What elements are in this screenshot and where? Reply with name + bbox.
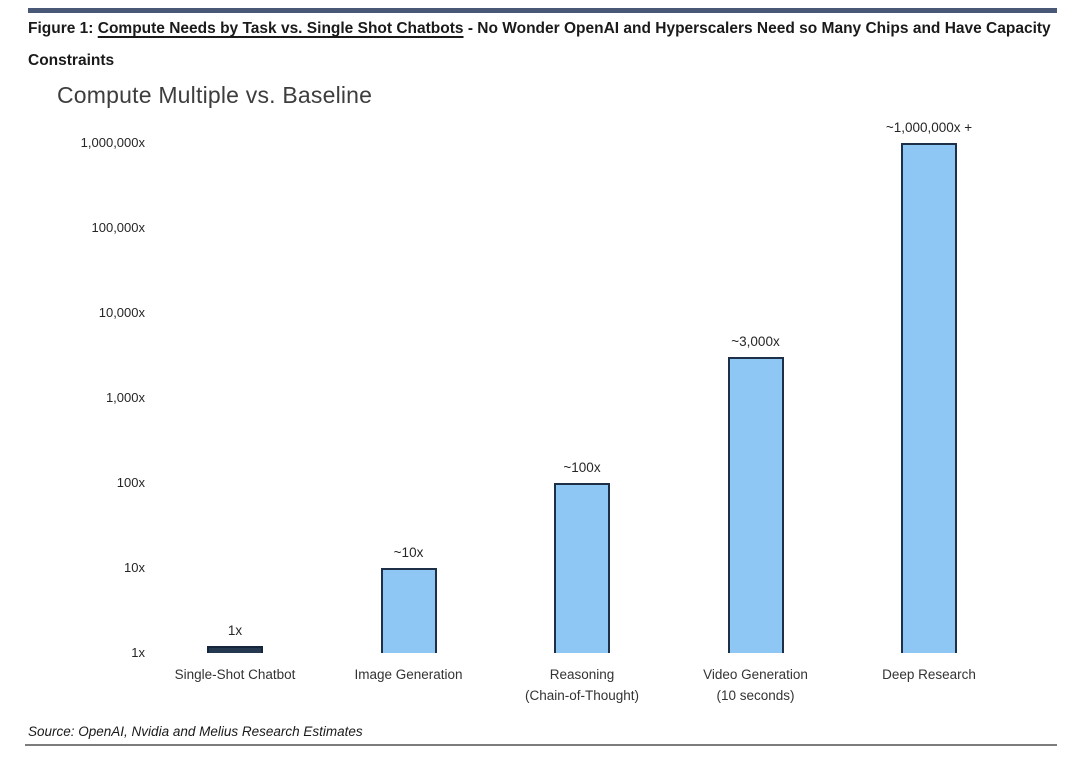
category-label-line1: Image Generation: [354, 667, 463, 682]
source-note: Source: OpenAI, Nvidia and Melius Resear…: [28, 724, 363, 739]
bottom-divider: [25, 744, 1057, 746]
category-label-reasoning: Reasoning (Chain-of-Thought): [490, 664, 674, 706]
y-axis-tick-10x: 10x: [124, 560, 145, 575]
category-label-line1: Reasoning: [549, 667, 615, 682]
value-label-single-shot-chatbot: 1x: [227, 623, 243, 638]
category-label-line1: Video Generation: [703, 667, 808, 682]
bar-deep-research: [901, 143, 957, 653]
value-label-deep-research: ~1,000,000x +: [885, 120, 973, 135]
bar-image-generation: [380, 568, 437, 653]
figure-caption-suffix: - No Wonder OpenAI and Hyperscalers Need…: [28, 20, 1051, 69]
category-label-line2: (Chain-of-Thought): [524, 688, 640, 703]
y-axis-tick-1-000-000x: 1,000,000x: [80, 135, 145, 150]
figure-caption: Figure 1: Compute Needs by Task vs. Sing…: [28, 13, 1063, 77]
category-label-line1: Single-Shot Chatbot: [174, 667, 296, 682]
top-divider: [28, 8, 1057, 13]
category-label-deep-research: Deep Research: [837, 664, 1021, 685]
value-label-image-generation: ~10x: [393, 545, 424, 560]
value-label-video-generation: ~3,000x: [731, 334, 780, 350]
y-axis-tick-100-000x: 100,000x: [91, 220, 146, 235]
bar-video-generation: [727, 357, 784, 653]
value-label-reasoning: ~100x: [563, 460, 601, 475]
y-axis-tick-1x: 1x: [131, 645, 145, 660]
figure-number: Figure 1:: [28, 20, 98, 37]
category-label-video-generation: Video Generation (10 seconds): [664, 664, 848, 706]
y-axis-tick-100x: 100x: [116, 475, 145, 490]
bar-single-shot-chatbot: [207, 646, 263, 653]
bar-reasoning: [554, 483, 610, 653]
category-label-image-generation: Image Generation: [317, 664, 501, 685]
y-axis-tick-10-000x: 10,000x: [98, 305, 145, 320]
category-label-line2: (10 seconds): [716, 688, 795, 703]
category-label-line1: Deep Research: [882, 667, 976, 682]
chart-title: Compute Multiple vs. Baseline: [57, 82, 373, 108]
figure-title-underlined: Compute Needs by Task vs. Single Shot Ch…: [97, 20, 464, 37]
category-label-single-shot-chatbot: Single-Shot Chatbot: [143, 664, 327, 685]
y-axis-tick-1-000x: 1,000x: [105, 390, 145, 405]
